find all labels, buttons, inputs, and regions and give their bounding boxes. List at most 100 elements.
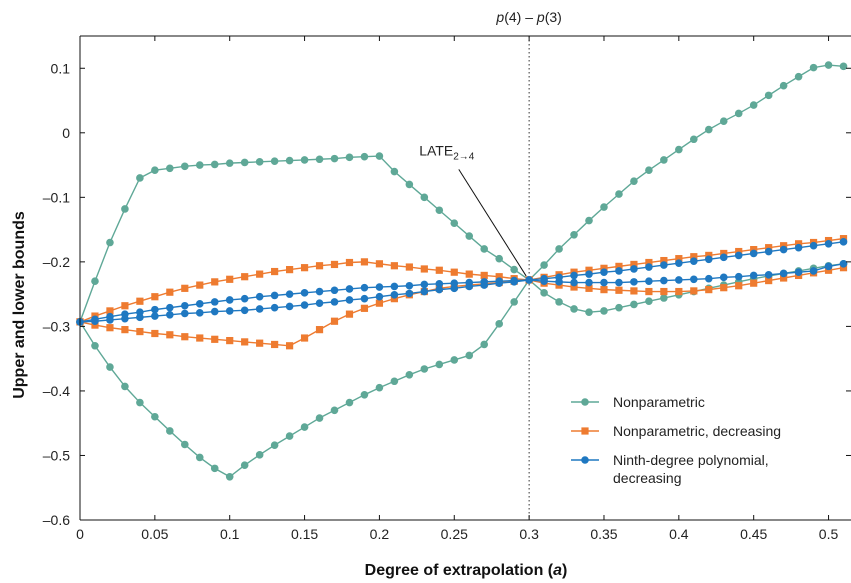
data-point: [210, 298, 219, 306]
data-point: [300, 289, 309, 297]
data-point: [285, 266, 294, 274]
data-point: [360, 391, 369, 399]
data-point: [704, 274, 713, 283]
data-point: [600, 307, 608, 315]
x-tick-label: 0.5: [819, 526, 839, 542]
data-point: [375, 299, 384, 307]
y-tick-label: 0: [62, 125, 70, 141]
data-point: [180, 309, 189, 318]
data-point: [180, 301, 189, 310]
data-point: [106, 238, 114, 247]
data-point: [106, 324, 114, 332]
data-point: [704, 125, 713, 134]
legend-label: Nonparametric, decreasing: [613, 423, 781, 439]
y-tick-label: –0.5: [43, 447, 70, 463]
data-point: [390, 262, 398, 270]
data-point: [360, 294, 369, 303]
data-point: [435, 206, 444, 215]
data-point: [405, 289, 414, 298]
data-point: [495, 273, 503, 281]
legend: Nonparametric Nonparametric, decreasing Ni…: [571, 394, 781, 486]
data-point: [690, 135, 698, 144]
data-point: [255, 158, 264, 166]
data-point: [525, 276, 533, 284]
data-point: [660, 156, 668, 164]
data-point: [675, 259, 683, 267]
data-point: [300, 156, 309, 164]
data-point: [510, 298, 518, 306]
x-tick-label: 0.1: [220, 526, 240, 542]
data-point: [196, 281, 204, 289]
data-point: [315, 326, 324, 334]
data-point: [630, 278, 638, 286]
data-point: [764, 247, 773, 256]
series-line: [79, 237, 844, 347]
data-point: [360, 152, 369, 161]
data-point: [271, 267, 279, 276]
data-point: [390, 282, 399, 291]
data-point: [345, 153, 354, 162]
data-point: [630, 265, 638, 273]
data-point: [794, 243, 803, 252]
data-point: [660, 256, 668, 265]
data-point: [106, 363, 114, 371]
data-point: [195, 309, 204, 317]
y-tick-label: 0.1: [51, 60, 71, 76]
data-point: [255, 292, 264, 301]
data-point: [809, 241, 818, 250]
data-point: [240, 306, 249, 315]
data-point: [420, 193, 429, 202]
data-point: [765, 276, 773, 285]
data-point: [121, 326, 129, 334]
data-point: [136, 327, 144, 336]
data-point: [166, 427, 174, 435]
data-point: [465, 270, 473, 278]
legend-item: Nonparametric: [571, 394, 705, 410]
legend-item: Ninth-degree polynomial, decreasing: [571, 452, 769, 486]
data-point: [420, 365, 429, 373]
data-point: [315, 262, 324, 270]
data-point: [600, 286, 608, 294]
data-point: [570, 278, 578, 287]
data-point: [570, 283, 578, 291]
data-point: [151, 305, 159, 314]
data-point: [630, 287, 638, 295]
data-point: [195, 161, 204, 169]
data-point: [450, 356, 459, 364]
y-tick-label: –0.3: [43, 318, 70, 334]
data-point: [750, 246, 758, 254]
data-point: [615, 303, 623, 312]
data-point: [600, 278, 608, 287]
series-nonparametric-0: [76, 61, 848, 326]
data-point: [615, 278, 623, 287]
data-point: [824, 266, 833, 274]
data-point: [645, 166, 653, 175]
data-point: [540, 289, 548, 297]
data-point: [630, 300, 638, 309]
data-point: [315, 299, 324, 307]
series-line: [79, 263, 844, 323]
data-point: [824, 239, 833, 248]
data-point: [645, 277, 653, 286]
y-tick-label: –0.1: [43, 189, 70, 205]
data-point: [735, 247, 743, 256]
data-point: [435, 285, 444, 294]
data-point: [675, 276, 683, 284]
series-ninth-degree-polynomial-decreasing-5: [76, 260, 848, 326]
y-tick-label: –0.6: [43, 512, 70, 528]
data-point: [660, 287, 668, 296]
data-point: [360, 304, 369, 312]
data-point: [615, 267, 623, 275]
annotation: LATE2→4: [419, 142, 527, 277]
data-point: [360, 258, 369, 266]
data-point: [615, 286, 623, 294]
data-point: [121, 382, 129, 391]
data-point: [630, 260, 638, 269]
data-point: [690, 287, 698, 295]
data-point: [555, 245, 563, 253]
legend-swatch-marker: [581, 427, 589, 435]
axes: 0 0.05 0.1 0.15 0.2 0.25 0.3 0.35 0.4 0.45 0.5 –0.6…: [43, 35, 851, 542]
data-point: [255, 305, 264, 313]
data-point: [465, 232, 474, 240]
data-point: [555, 298, 563, 306]
